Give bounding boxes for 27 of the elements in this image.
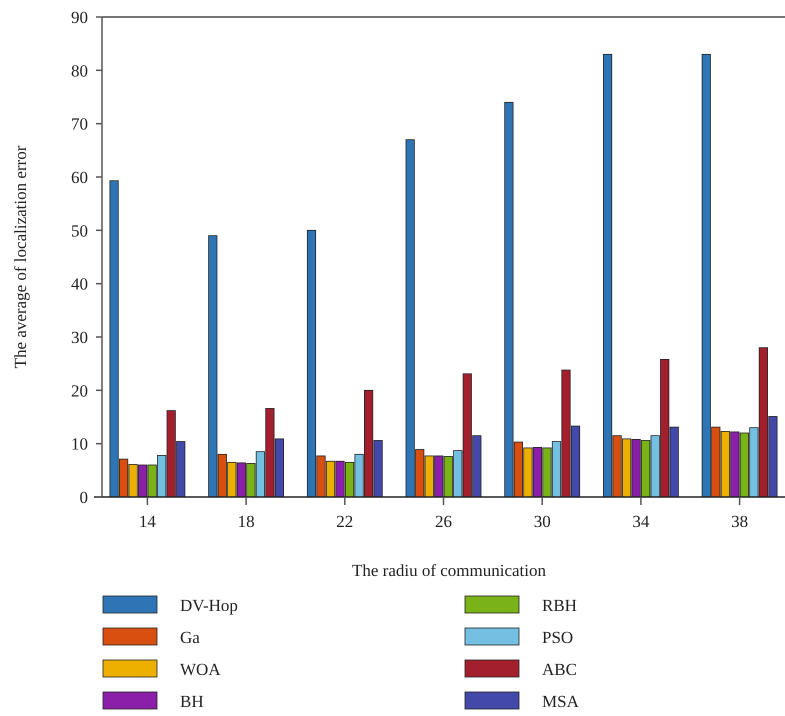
legend-label: DV-Hop bbox=[180, 596, 238, 615]
y-tick-label: 30 bbox=[71, 328, 88, 347]
legend-label: ABC bbox=[542, 660, 577, 679]
x-tick-label: 18 bbox=[238, 512, 255, 531]
legend-label: WOA bbox=[180, 660, 222, 679]
legend-label: Ga bbox=[180, 628, 200, 647]
y-axis-title: The average of localization error bbox=[11, 145, 30, 368]
legend-label: MSA bbox=[542, 692, 580, 711]
y-tick-label: 70 bbox=[71, 114, 88, 134]
y-tick-label: 0 bbox=[80, 488, 88, 507]
x-tick-label: 14 bbox=[138, 512, 156, 531]
y-tick-label: 50 bbox=[71, 221, 88, 240]
legend-label: BH bbox=[180, 692, 204, 711]
x-axis-title: The radiu of communication bbox=[352, 561, 547, 580]
y-tick-label: 20 bbox=[71, 381, 88, 400]
y-tick-label: 40 bbox=[71, 274, 88, 294]
x-tick-label: 26 bbox=[435, 512, 452, 531]
legend-label: PSO bbox=[542, 628, 574, 647]
legend-label: RBH bbox=[542, 596, 577, 615]
y-tick-label: 90 bbox=[71, 8, 88, 27]
x-tick-label: 22 bbox=[336, 512, 354, 531]
x-tick-label: 34 bbox=[632, 512, 650, 531]
x-tick-label: 30 bbox=[534, 512, 551, 531]
y-tick-label: 80 bbox=[71, 61, 88, 80]
x-tick-label: 38 bbox=[731, 512, 748, 531]
y-tick-label: 10 bbox=[71, 434, 88, 454]
y-tick-label: 60 bbox=[71, 168, 88, 187]
